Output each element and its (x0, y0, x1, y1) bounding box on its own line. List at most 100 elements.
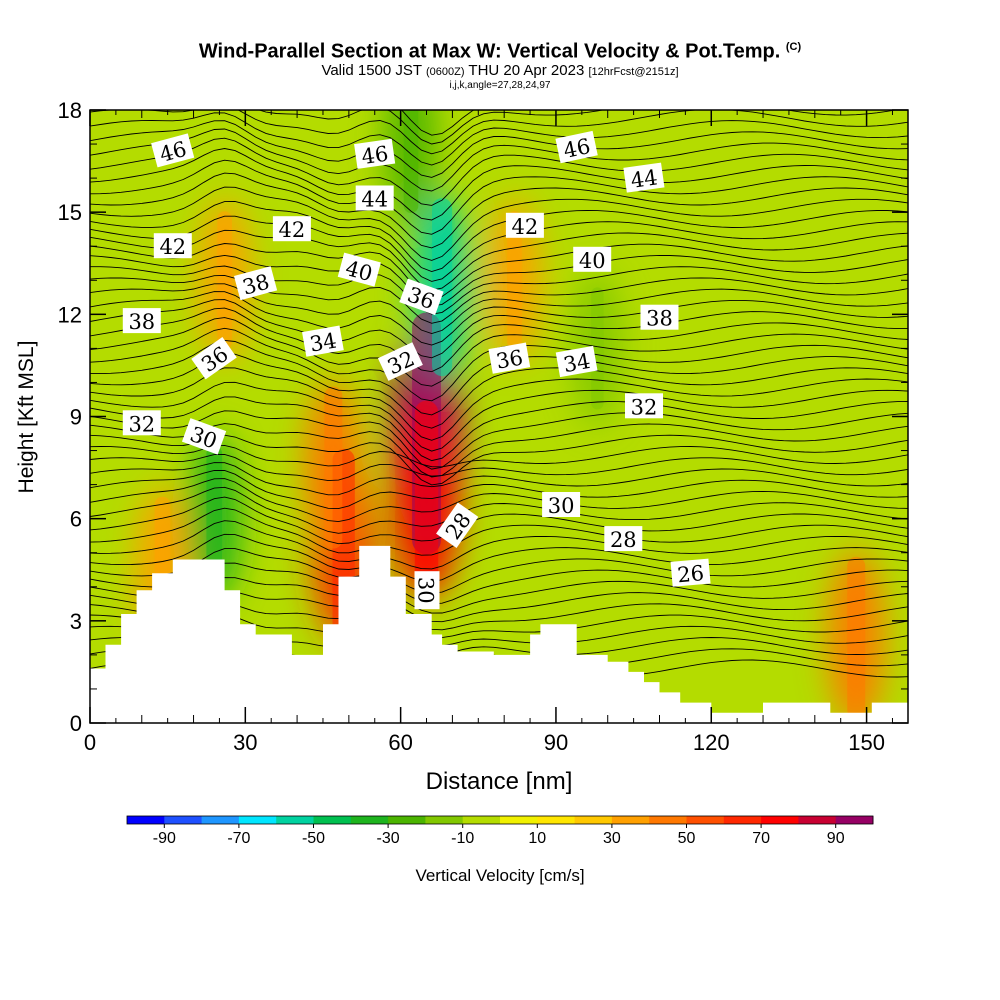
velocity-column (591, 287, 604, 410)
theta-contour (90, 243, 908, 299)
x-tick-label: 60 (388, 730, 412, 755)
colorbar-tick-label: 50 (678, 830, 696, 847)
theta-contour (90, 186, 908, 261)
colorbar-swatch (201, 816, 240, 824)
colorbar-frame (126, 815, 874, 825)
contour-label-box (122, 308, 161, 334)
contour-label: 40 (573, 246, 612, 273)
velocity-column (847, 556, 866, 719)
colorbar-tick-label: 30 (603, 830, 621, 847)
colorbar-swatch (388, 816, 426, 824)
theta-contour (90, 453, 908, 482)
x-tick-label: 90 (544, 730, 568, 755)
chart-title: Wind-Parallel Section at Max W: Vertical… (198, 40, 802, 63)
colorbar-swatch (574, 816, 613, 824)
contour-label-box (122, 410, 161, 436)
contour-label-box (191, 337, 237, 380)
theta-contour (90, 172, 908, 249)
theta-contour (90, 112, 908, 166)
contour-label-box (399, 278, 444, 316)
contour-label-box (625, 393, 663, 419)
contour-label: 44 (355, 185, 394, 212)
theta-contour (90, 201, 908, 272)
theta-contour (90, 299, 908, 359)
chart-indices: i,j,k,angle=27,28,24,97 (449, 79, 551, 91)
colorbar-swatch (723, 816, 762, 824)
x-tick-label: 0 (84, 730, 96, 755)
theta-contour (90, 507, 908, 556)
colorbar-label: Vertical Velocity [cm/s] (415, 866, 584, 885)
contour-label-box (488, 342, 531, 374)
theta-contour (90, 254, 908, 307)
contour-label-box (573, 246, 612, 272)
contour-label-box (153, 233, 192, 259)
chart-subtitle: Valid 1500 JST (0600Z) THU 20 Apr 2023 [… (321, 61, 679, 79)
contour-label-text: 38 (128, 310, 155, 334)
x-tick-label: 150 (848, 730, 885, 755)
contour-label-box (337, 252, 381, 287)
contour-label: 38 (640, 304, 679, 331)
contour-label-box (181, 418, 227, 455)
contour-label: 26 (670, 558, 711, 587)
colorbar-swatch (686, 816, 725, 824)
y-axis-label: Height [Kft MSL] (15, 341, 38, 494)
contour-label: 30 (542, 492, 581, 518)
theta-contour (90, 229, 908, 291)
colorbar-tick-label: 70 (752, 830, 770, 847)
contour-label-text: 34 (308, 328, 338, 356)
colorbar-swatch (276, 816, 314, 824)
contour-label-text: 34 (562, 349, 592, 377)
colorbar-swatch (761, 816, 799, 824)
theta-contour (90, 159, 908, 235)
theta-contour (90, 462, 908, 496)
theta-contour (90, 148, 908, 221)
theta-contour (90, 486, 908, 534)
contour-label: 46 (354, 138, 396, 169)
contour-label-box (151, 133, 195, 168)
contour-label-box (640, 304, 679, 330)
contour-label: 32 (625, 393, 663, 419)
theta-contour (90, 520, 908, 570)
potential-temperature-contours (90, 110, 908, 690)
y-tick-label: 9 (70, 405, 82, 430)
contour-label-text: 42 (159, 235, 186, 259)
theta-contour (90, 381, 908, 452)
colorbar-tick-label: -50 (302, 830, 325, 847)
y-tick-label: 18 (58, 98, 82, 123)
contour-label-text: 42 (279, 218, 306, 242)
colorbar-swatch (313, 816, 352, 824)
colorbar-swatch (611, 816, 650, 824)
contour-label-box (233, 266, 278, 301)
colorbar-swatch (649, 816, 687, 824)
colorbar-tick-label: 10 (528, 830, 546, 847)
theta-contour (90, 307, 908, 373)
chart-title-block: Wind-Parallel Section at Max W: Vertical… (0, 36, 1000, 91)
contour-label-text: 46 (561, 134, 592, 163)
x-axis-label: Distance [nm] (426, 768, 573, 795)
contour-label: 42 (505, 212, 544, 239)
y-tick-label: 12 (58, 302, 82, 327)
colorbar-tick-label: 90 (827, 830, 845, 847)
contour-label-box (623, 162, 665, 193)
colorbar: -90 -70 -50 -30 -10 10 30 50 70 90 (126, 815, 874, 847)
theta-contour (90, 470, 908, 510)
theta-contour (90, 265, 908, 315)
colorbar-swatch (425, 816, 464, 824)
theta-contour (90, 533, 908, 583)
colorbar-swatch (537, 816, 576, 824)
theta-contour (90, 120, 908, 178)
velocity-column (432, 198, 453, 377)
y-tick-label: 0 (70, 711, 82, 736)
contour-label-box (354, 138, 396, 169)
contour-label: 46 (555, 130, 598, 164)
velocity-column (324, 386, 343, 549)
colorbar-swatch (835, 816, 874, 824)
contour-label-text: 30 (548, 494, 575, 518)
theta-contour (90, 367, 908, 441)
contour-label-box (555, 130, 598, 164)
contour-label: 38 (122, 308, 161, 334)
theta-contour (90, 137, 908, 206)
